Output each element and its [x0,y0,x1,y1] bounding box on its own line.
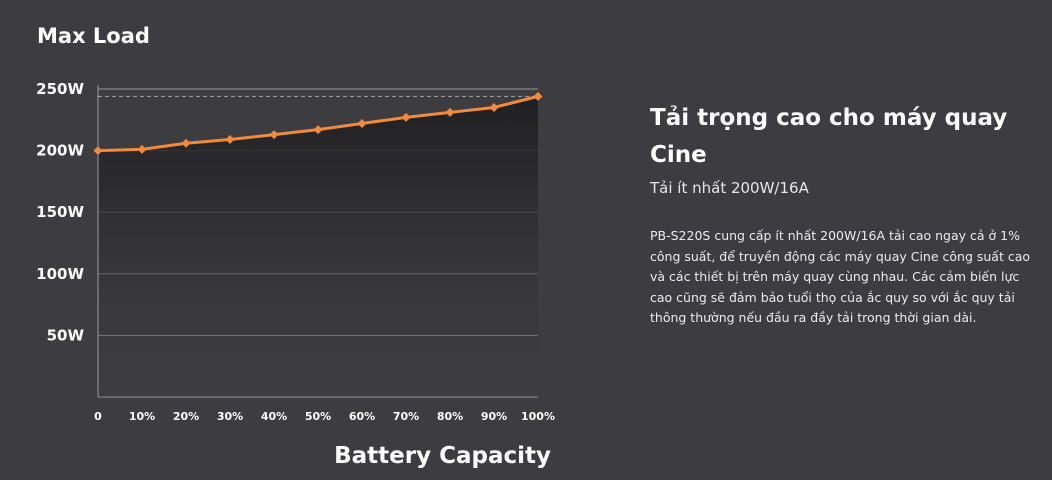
info-description: PB-S220S cung cấp ít nhất 200W/16A tải c… [650,228,1031,325]
data-point-marker [269,130,279,140]
info-subheading: Tải ít nhất 200W/16A [650,179,809,197]
x-tick-label: 60% [349,410,375,423]
x-tick-label: 20% [173,410,199,423]
info-panel: Tải trọng cao cho máy quay Cine Tải ít n… [650,100,1035,329]
x-tick-label: 40% [261,410,287,423]
data-point-marker [401,112,411,122]
x-tick-label: 10% [129,410,155,423]
data-point-marker [445,107,455,117]
y-tick-label: 100W [36,265,84,283]
data-point-marker [313,125,323,135]
y-tick-label: 200W [36,142,84,160]
area-fill [98,96,538,397]
y-tick-label: 50W [47,326,85,344]
data-point-marker [225,135,235,145]
data-point-marker [181,138,191,148]
data-point-marker [533,91,543,101]
x-tick-label: 70% [393,410,419,423]
x-tick-label: 30% [217,410,243,423]
chart-title: Max Load [37,24,150,48]
x-tick-label: 50% [305,410,331,423]
y-tick-label: 150W [36,203,84,221]
data-point-marker [489,102,499,112]
data-point-marker [137,144,147,154]
x-axis-label: Battery Capacity [334,443,551,469]
data-point-marker [93,146,103,156]
x-tick-label: 0 [94,410,102,423]
data-point-marker [357,118,367,128]
info-heading: Tải trọng cao cho máy quay Cine [650,105,1008,168]
x-tick-label: 80% [437,410,463,423]
x-tick-label: 90% [481,410,507,423]
x-tick-label: 100% [521,410,555,423]
max-load-chart: Max Load 250W 200W 150W 100W 50W 0 10% 20% 30% 4… [36,24,555,469]
y-tick-label: 250W [36,80,84,98]
